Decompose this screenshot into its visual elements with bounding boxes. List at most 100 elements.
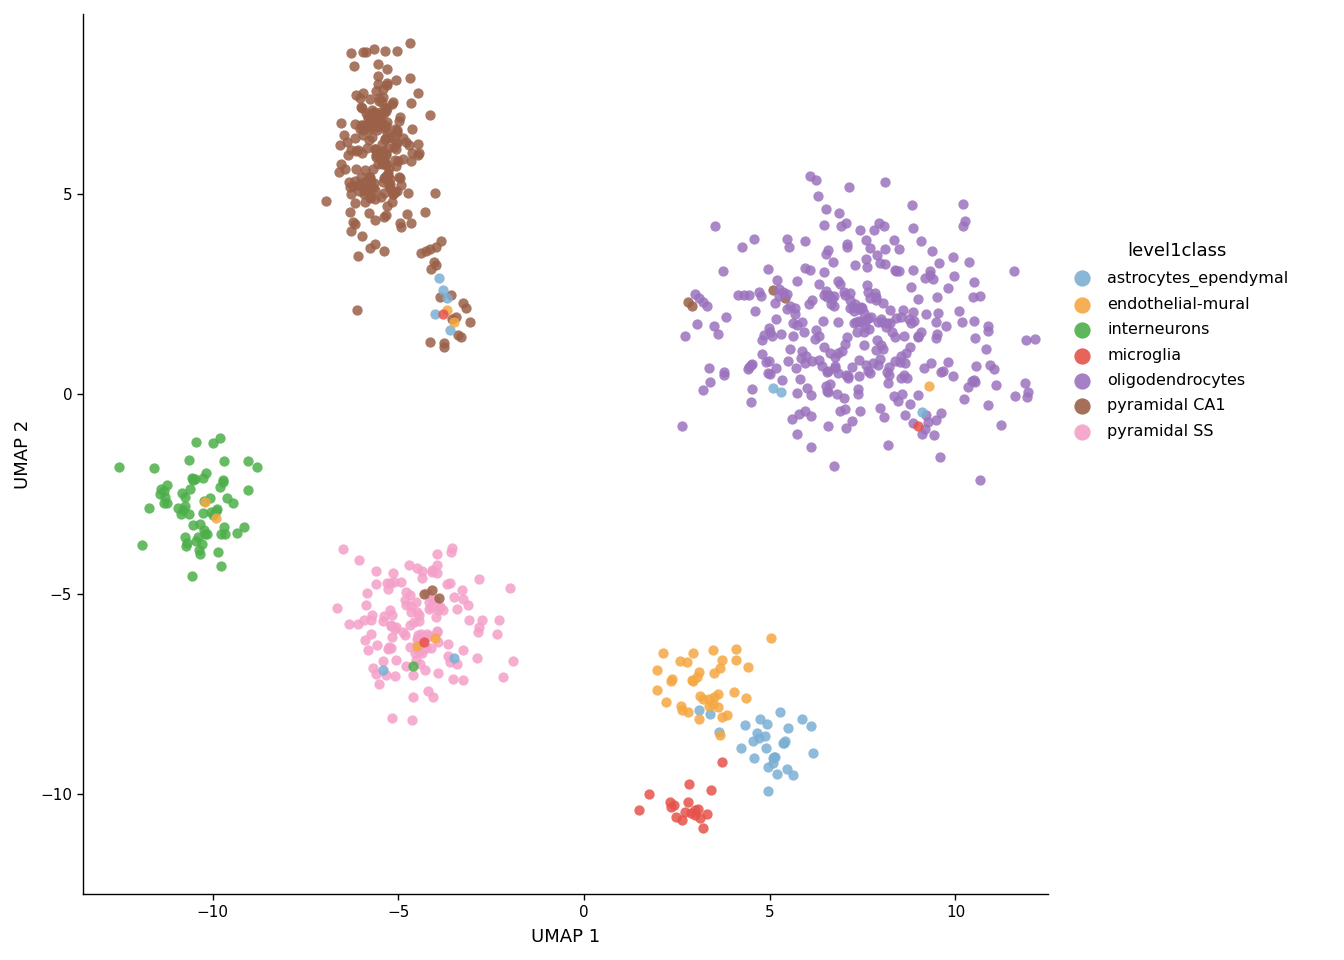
Point [866,292,887,307]
Point [813,218,835,233]
Point [180,482,202,497]
Point [355,598,376,613]
Point [679,776,700,791]
Point [902,262,923,277]
Point [376,198,398,213]
Point [813,288,835,303]
Point [355,195,376,210]
Point [418,594,439,610]
Point [426,624,448,639]
Point [840,300,862,316]
Point [153,495,175,511]
Point [367,68,388,84]
Point [378,141,399,156]
Point [351,118,372,133]
Point [399,618,421,634]
Point [747,284,769,300]
Point [796,380,817,396]
Point [833,284,855,300]
Point [355,175,376,190]
Point [329,115,351,131]
Point [856,259,878,275]
Point [688,664,710,680]
Point [930,406,952,421]
Point [363,106,384,121]
Point [825,349,847,365]
Point [387,154,409,169]
Point [401,215,422,230]
Point [352,117,374,132]
Point [817,363,839,378]
Point [399,588,421,603]
Point [421,583,442,598]
Point [364,116,386,132]
Point [390,219,411,234]
Point [977,319,999,334]
Point [452,583,473,598]
Point [355,105,376,120]
Point [789,372,810,387]
Point [183,517,204,533]
Point [347,178,368,193]
Point [362,608,383,623]
Point [153,483,175,498]
Point [458,612,480,628]
Point [151,482,172,497]
Point [700,374,722,390]
Point [646,683,668,698]
Point [366,576,387,591]
Point [216,491,238,506]
Point [402,659,423,674]
Point [672,418,694,433]
Point [185,434,207,449]
Point [921,355,942,371]
Point [362,102,383,117]
Point [884,353,906,369]
Point [192,493,214,509]
Point [347,616,368,632]
Point [391,178,413,193]
Point [442,672,464,687]
Point [371,156,392,172]
Point [688,711,710,727]
Point [887,394,909,409]
Point [771,372,793,388]
Point [735,690,757,706]
Point [886,310,907,325]
Point [835,287,856,302]
Point [793,324,814,340]
Point [984,361,1005,376]
Point [214,519,235,535]
Point [868,357,890,372]
Point [352,122,374,137]
Point [376,114,398,130]
Point [831,219,852,234]
Point [741,357,762,372]
Point [417,627,438,642]
Point [954,392,976,407]
Point [629,803,650,818]
Point [362,130,383,145]
Point [411,570,433,586]
Point [812,358,833,373]
Point [855,358,876,373]
Point [839,179,860,194]
Point [851,300,872,316]
Point [813,339,835,354]
Point [406,604,427,619]
Point [836,329,857,345]
Point [340,142,362,157]
Point [172,503,194,518]
Point [845,324,867,340]
Point [366,564,387,579]
Point [380,180,402,196]
Point [922,271,943,286]
Point [943,268,965,283]
Point [384,153,406,168]
Point [792,344,813,359]
Point [762,755,784,770]
Point [976,341,997,356]
Point [868,255,890,271]
Point [962,372,984,388]
Point [406,594,427,610]
